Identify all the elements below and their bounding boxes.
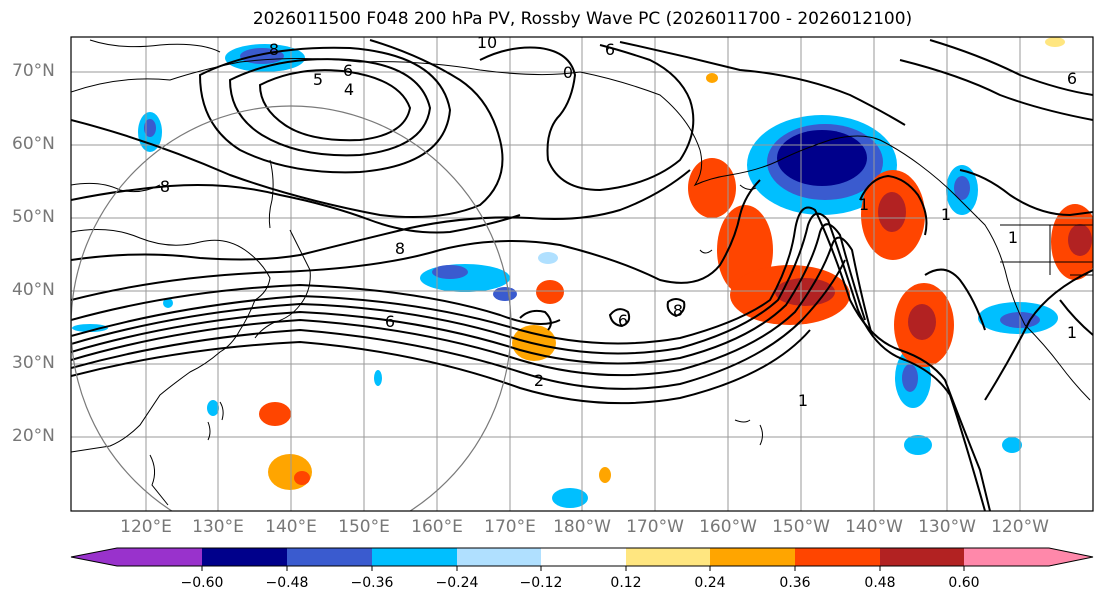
colorbar-tick-label: −0.36	[350, 575, 394, 591]
contour-label: 8	[269, 40, 279, 59]
lat-label: 40°N	[12, 280, 55, 300]
contour-label: 6	[605, 40, 615, 59]
contour-label: 10	[477, 33, 497, 52]
contour-label: 6	[1067, 69, 1077, 88]
colorbar-bin	[287, 548, 372, 566]
colorbar-tick-label: −0.48	[265, 575, 309, 591]
lat-label: 30°N	[12, 353, 55, 373]
colorbar-tick-label: 0.60	[948, 575, 980, 591]
colorbar-tick-label: 0.48	[864, 575, 896, 591]
colorbar-tick-label: −0.12	[519, 575, 563, 591]
colorbar-bin	[202, 548, 287, 566]
lat-label: 20°N	[12, 426, 55, 446]
colorbar-outline	[70, 547, 1094, 567]
map-title: 2026011500 F048 200 hPa PV, Rossby Wave …	[252, 9, 913, 29]
rwpc-shading-positive	[259, 37, 1093, 490]
colorbar-extend-low	[71, 548, 117, 566]
colorbar-bin	[964, 548, 1049, 566]
colorbar-bin	[541, 548, 626, 566]
colorbar-tick-label: 0.36	[779, 575, 811, 591]
lon-label: 130°E	[192, 517, 244, 537]
colorbar-extend-high	[1049, 548, 1093, 566]
lon-label: 120°W	[991, 517, 1049, 537]
contour-labels: 8 6 5 4 10 6 0 8 8 6 2 1 6 8 1 1 1 1 6	[160, 33, 1077, 410]
contour-label: 6	[618, 311, 628, 330]
lon-label: 170°W	[626, 517, 684, 537]
colorbar	[70, 547, 1094, 571]
colorbar-bin	[626, 548, 710, 566]
colorbar-bin	[457, 548, 541, 566]
contour-label: 1	[798, 391, 808, 410]
colorbar-tick-label: −0.24	[435, 575, 479, 591]
lat-label: 60°N	[12, 134, 55, 154]
lat-label: 50°N	[12, 207, 55, 227]
colorbar-tick-label: 0.12	[610, 575, 642, 591]
lon-label: 150°W	[772, 517, 830, 537]
lon-label: 160°E	[411, 517, 463, 537]
colorbar-tick-label: 0.24	[694, 575, 726, 591]
lon-label: 140°E	[265, 517, 317, 537]
lon-label: 180°W	[553, 517, 611, 537]
contour-label: 4	[344, 80, 354, 99]
map-frame	[70, 36, 1094, 512]
lon-label: 160°W	[699, 517, 757, 537]
colorbar-tick-label: −0.60	[180, 575, 224, 591]
colorbar-bin	[117, 548, 202, 566]
contour-label: 6	[343, 61, 353, 80]
colorbar-bin	[795, 548, 880, 566]
map-panel: 8 6 5 4 10 6 0 8 8 6 2 1 6 8 1 1 1 1 6	[71, 33, 1093, 511]
contour-label: 2	[534, 371, 544, 390]
pv-contours	[71, 39, 1093, 511]
lon-label: 150°E	[338, 517, 390, 537]
contour-label: 5	[313, 70, 323, 89]
contour-label: 1	[859, 195, 869, 214]
rwpc-shading-negative	[72, 44, 1058, 508]
lon-label: 170°E	[484, 517, 536, 537]
contour-label: 0	[563, 63, 573, 82]
lat-label: 70°N	[12, 61, 55, 81]
colorbar-bin	[880, 548, 964, 566]
contour-label: 8	[160, 177, 170, 196]
contour-label: 1	[1008, 228, 1018, 247]
contour-label: 8	[673, 301, 683, 320]
analysis-region-circle	[71, 105, 512, 511]
contour-label: 6	[385, 312, 395, 331]
contour-label: 1	[941, 205, 951, 224]
lon-label: 130°W	[918, 517, 976, 537]
lon-label: 120°E	[120, 517, 172, 537]
colorbar-bin	[710, 548, 795, 566]
contour-label: 1	[1067, 323, 1077, 342]
contour-label: 8	[395, 239, 405, 258]
lon-label: 140°W	[845, 517, 903, 537]
colorbar-bin	[372, 548, 457, 566]
